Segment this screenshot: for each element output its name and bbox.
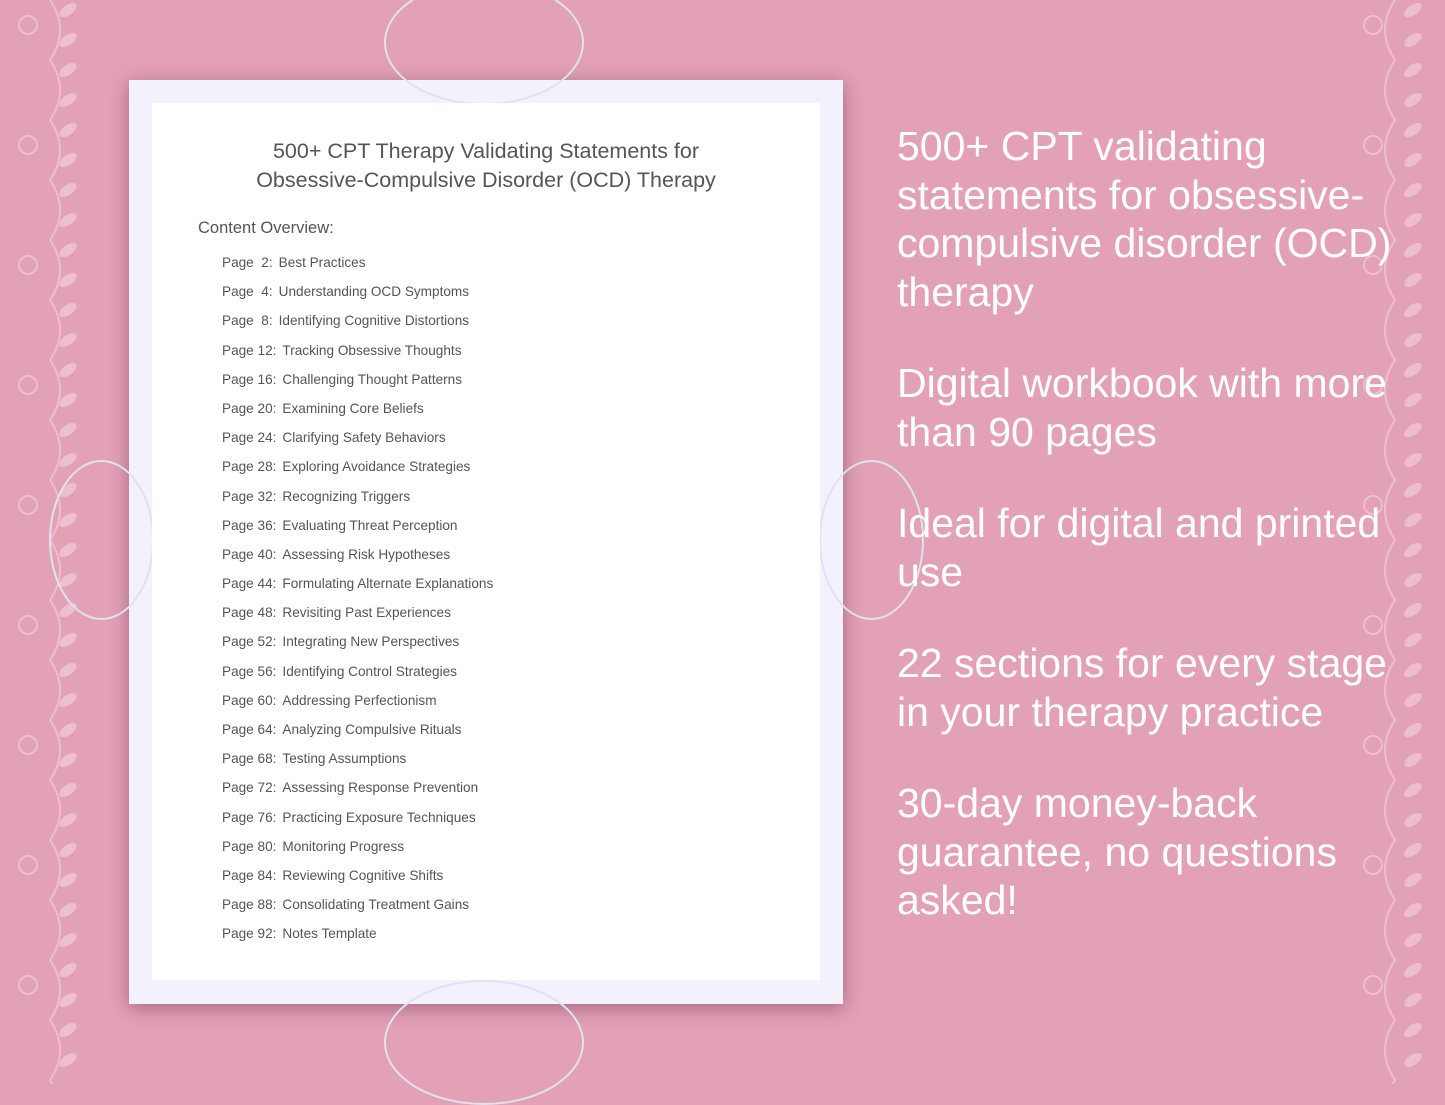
toc-item: Page 32: Recognizing Triggers: [222, 489, 493, 518]
toc-section-title: Revisiting Past Experiences: [282, 605, 451, 621]
toc-item: Page 16: Challenging Thought Patterns: [222, 372, 493, 401]
toc-section-title: Analyzing Compulsive Rituals: [282, 722, 462, 737]
toc-section-title: Notes Template: [282, 926, 377, 942]
document-title: 500+ CPT Therapy Validating Statements f…: [152, 137, 820, 195]
toc-page-number: Page 24:: [222, 430, 277, 446]
mandala-ornament-bottom: [384, 980, 584, 1105]
toc-item: Page 24: Clarifying Safety Behaviors: [222, 430, 493, 459]
toc-section-title: Monitoring Progress: [282, 838, 405, 854]
toc-item: Page 60: Addressing Perfectionism: [222, 693, 493, 722]
toc-page-number: Page 36:: [222, 517, 277, 533]
title-line-2: Obsessive-Compulsive Disorder (OCD) Ther…: [256, 168, 716, 192]
toc-section-title: Consolidating Treatment Gains: [282, 897, 470, 913]
toc-section-title: Practicing Exposure Techniques: [282, 809, 476, 825]
toc-section-title: Formulating Alternate Explanations: [282, 576, 494, 592]
feature-list: 500+ CPT validating statements for obses…: [897, 122, 1417, 968]
toc-page-number: Page 76:: [222, 809, 277, 825]
toc-page-number: Page 68:: [222, 751, 277, 767]
feature-statement: 30-day money-back guarantee, no question…: [897, 780, 1337, 923]
toc-item: Page 12: Tracking Obsessive Thoughts: [222, 343, 493, 372]
toc-section-title: Challenging Thought Patterns: [282, 371, 463, 387]
toc-section-title: Evaluating Threat Perception: [282, 517, 458, 533]
toc-section-title: Assessing Response Prevention: [282, 780, 479, 796]
toc-page-number: Page 40:: [222, 546, 277, 562]
toc-page-number: Page 52:: [222, 634, 277, 650]
toc-section-title: Recognizing Triggers: [282, 488, 411, 504]
feature-statement: Digital workbook with more than 90 pages: [897, 360, 1387, 455]
toc-item: Page 44: Formulating Alternate Explanatio…: [222, 576, 493, 605]
toc-item: Page 40: Assessing Risk Hypotheses: [222, 547, 493, 576]
toc-item: Page 4: Understanding OCD Symptoms: [222, 284, 493, 313]
toc-page-number: Page 56:: [222, 663, 277, 679]
toc-page-number: Page 32:: [222, 488, 277, 504]
toc-page-number: Page 48:: [222, 605, 277, 621]
toc-section-title: Testing Assumptions: [282, 751, 407, 767]
feature-statement: 500+ CPT validating statements for obses…: [897, 123, 1392, 315]
feature-statement: 22 sections for every stage in your ther…: [897, 640, 1387, 735]
toc-item: Page 2: Best Practices: [222, 255, 493, 284]
toc-section-title: Understanding OCD Symptoms: [278, 284, 470, 300]
toc-item: Page 84: Reviewing Cognitive Shifts: [222, 868, 493, 897]
toc-item: Page 28: Exploring Avoidance Strategies: [222, 459, 493, 488]
toc-item: Page 68: Testing Assumptions: [222, 751, 493, 780]
toc-section-title: Identifying Cognitive Distortions: [278, 313, 470, 329]
toc-page-number: Page 16:: [222, 371, 277, 387]
toc-page-number: Page 28:: [222, 459, 277, 475]
toc-page-number: Page 80:: [222, 838, 277, 854]
toc-page-number: Page 88:: [222, 897, 277, 913]
toc-item: Page 36: Evaluating Threat Perception: [222, 518, 493, 547]
toc-page-number: Page 60:: [222, 692, 277, 708]
document-page-preview: 500+ CPT Therapy Validating Statements f…: [49, 0, 924, 1105]
title-line-1: 500+ CPT Therapy Validating Statements f…: [272, 139, 700, 163]
toc-page-number: Page 64:: [222, 722, 277, 737]
toc-page-number: Page 12:: [222, 342, 277, 358]
toc-item: Page 72: Assessing Response Prevention: [222, 780, 493, 809]
toc-item: Page 64: Analyzing Compulsive Rituals: [222, 722, 493, 751]
toc-item: Page 48: Revisiting Past Experiences: [222, 605, 493, 634]
toc-section-title: Assessing Risk Hypotheses: [282, 546, 451, 562]
mandala-ornament-right: [819, 460, 924, 620]
toc-page-number: Page 84:: [222, 867, 277, 883]
table-of-contents: Page 2: Best Practices Page 4: Understandin…: [222, 255, 493, 956]
toc-item: Page 92: Notes Template: [222, 926, 493, 955]
toc-page-number: Page 72:: [222, 780, 277, 796]
toc-item: Page 8: Identifying Cognitive Distortions: [222, 313, 493, 342]
content-overview-heading: Content Overview:: [198, 219, 334, 237]
floral-vine-decoration-right: [1363, 0, 1422, 1084]
toc-section-title: Integrating New Perspectives: [282, 634, 460, 650]
toc-page-number: Page 92:: [222, 926, 277, 942]
toc-item: Page 56: Identifying Control Strategies: [222, 664, 493, 693]
feature-statement: Ideal for digital and printed use: [897, 500, 1381, 595]
toc-page-number: Page 8:: [222, 313, 273, 329]
mandala-ornament-top: [384, 0, 584, 105]
toc-item: Page 76: Practicing Exposure Techniques: [222, 810, 493, 839]
toc-section-title: Best Practices: [278, 255, 366, 270]
toc-section-title: Exploring Avoidance Strategies: [282, 459, 471, 475]
toc-item: Page 20: Examining Core Beliefs: [222, 401, 493, 430]
toc-section-title: Examining Core Beliefs: [282, 400, 424, 416]
toc-page-number: Page 4:: [222, 284, 273, 300]
toc-page-number: Page 44:: [222, 576, 277, 592]
mandala-ornament-left: [49, 460, 154, 620]
toc-section-title: Reviewing Cognitive Shifts: [282, 867, 444, 883]
toc-section-title: Tracking Obsessive Thoughts: [282, 342, 462, 358]
toc-item: Page 80: Monitoring Progress: [222, 839, 493, 868]
toc-item: Page 52: Integrating New Perspectives: [222, 634, 493, 663]
toc-section-title: Identifying Control Strategies: [282, 663, 457, 679]
toc-page-number: Page 20:: [222, 400, 277, 416]
toc-item: Page 88: Consolidating Treatment Gains: [222, 897, 493, 926]
toc-section-title: Addressing Perfectionism: [282, 692, 437, 708]
toc-section-title: Clarifying Safety Behaviors: [282, 430, 446, 446]
toc-page-number: Page 2:: [222, 255, 273, 270]
